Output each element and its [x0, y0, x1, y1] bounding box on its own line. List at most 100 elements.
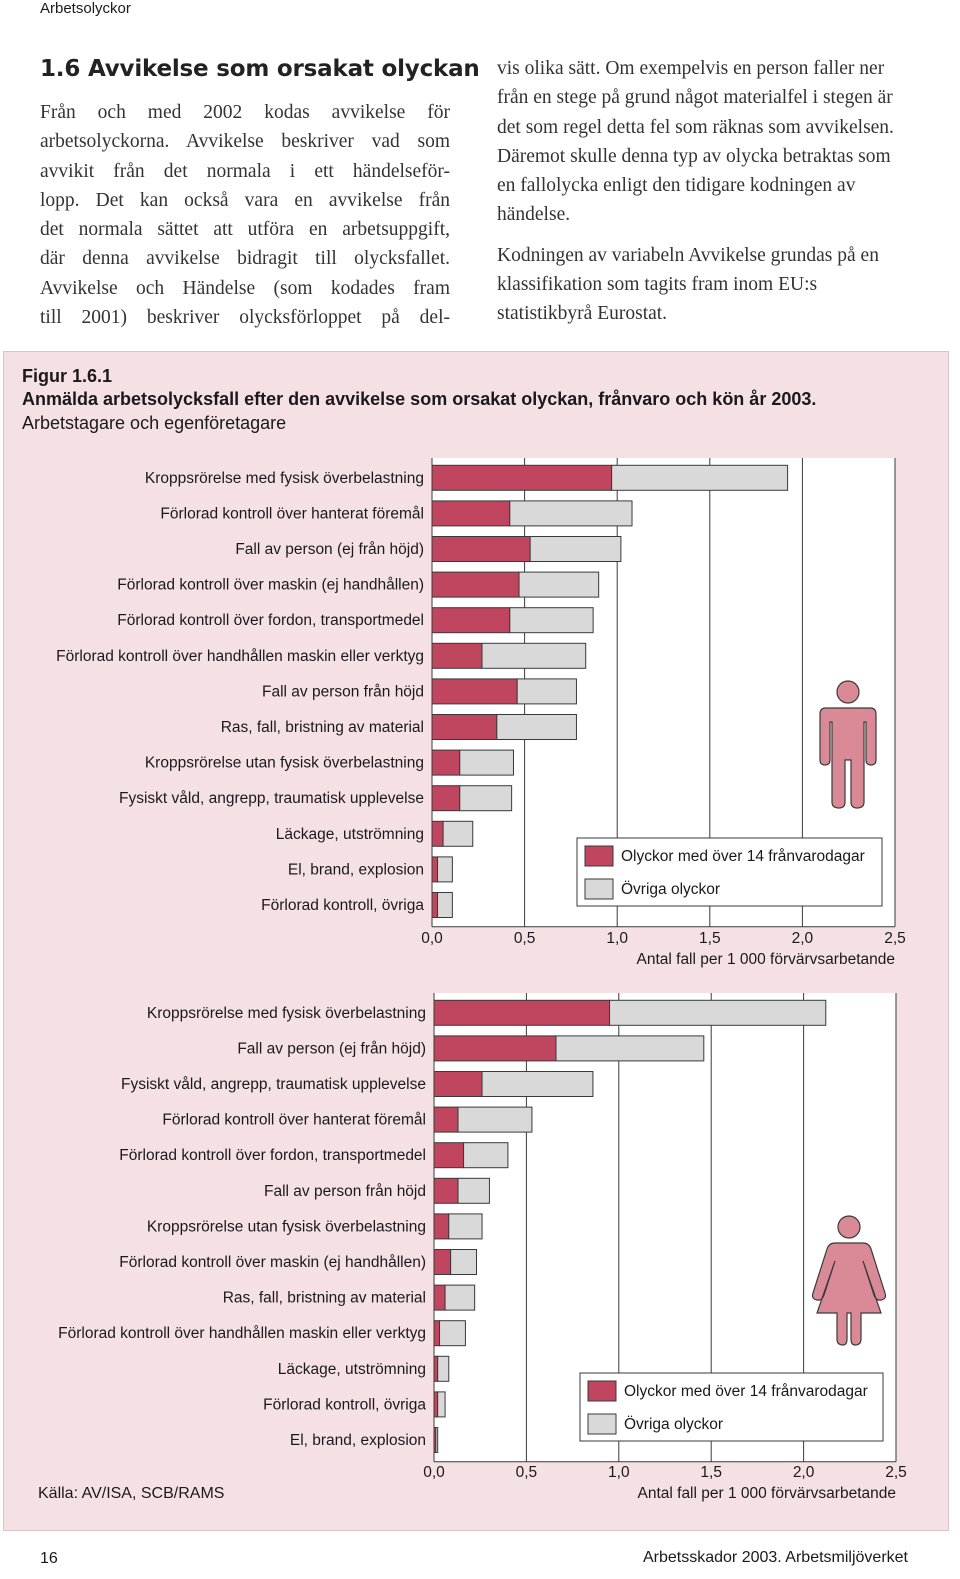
- figure-body: [819, 707, 877, 809]
- bar-other: [481, 642, 587, 669]
- text-line: det normala sättet att utföra en arbetsu…: [40, 219, 450, 241]
- figure-subtitle: Arbetstagare och egenföretagare: [22, 413, 287, 433]
- chart-2: Kroppsrörelse med fysisk överbelastning F…: [58, 993, 907, 1502]
- bar-other: [435, 1427, 439, 1453]
- bar-severe: [433, 1213, 450, 1240]
- bar-other: [448, 1213, 483, 1240]
- body-column-left: Från och med 2002 kodas avvikelse för arb…: [40, 98, 450, 332]
- section-title: 1.6 Avvikelse som orsakat olyckan: [40, 56, 480, 82]
- legend-label: Olyckor med över 14 frånvarodagar: [624, 1383, 868, 1400]
- legend-swatch-other: [587, 1413, 617, 1435]
- category-label: Förlorad kontroll, övriga: [261, 897, 424, 914]
- tick-label: 0,5: [514, 930, 536, 947]
- bar-other: [459, 785, 513, 812]
- category-label: Förlorad kontroll över hanterat föremål: [162, 1112, 426, 1129]
- text-line: Från och med 2002 kodas avvikelse för: [40, 102, 450, 123]
- text-line: Avvikelse och Händelse (som kodades fram: [40, 277, 450, 299]
- category-label: Kroppsrörelse med fysisk överbelastning: [147, 1005, 426, 1022]
- bar-severe: [431, 464, 613, 491]
- bar-other: [437, 1391, 446, 1418]
- bar-other: [457, 1106, 533, 1133]
- bar-other: [437, 892, 453, 918]
- tick-label: 1,0: [606, 930, 628, 947]
- bar-severe: [431, 892, 439, 918]
- category-label: Fall av person från höjd: [264, 1183, 426, 1200]
- tick-label: 1,0: [608, 1464, 630, 1481]
- category-label: Förlorad kontroll, övriga: [263, 1396, 426, 1413]
- bar-severe: [431, 642, 483, 669]
- body-column-right: vis olika sätt. Om exempelvis en person …: [497, 54, 909, 329]
- bar-other: [450, 1249, 478, 1275]
- bar-other: [459, 749, 514, 776]
- category-label: Fall av person (ej från höjd): [237, 1040, 426, 1057]
- category-label: Ras, fall, bristning av material: [223, 1290, 426, 1307]
- bar-severe: [431, 500, 511, 527]
- bar-other: [529, 536, 622, 562]
- bar-severe: [433, 1142, 465, 1169]
- category-label: Förlorad kontroll över maskin (ej handhå…: [117, 577, 424, 594]
- bar-severe: [431, 607, 511, 634]
- bar-severe: [433, 1391, 439, 1418]
- bar-severe: [431, 749, 461, 776]
- tick-label: 0,5: [516, 1464, 538, 1481]
- bar-severe: [433, 1249, 452, 1275]
- bar-other: [496, 714, 577, 740]
- category-label: Läckage, utströmning: [278, 1361, 426, 1378]
- bar-other: [437, 856, 453, 883]
- figure-body: [811, 1242, 887, 1346]
- bar-other: [518, 571, 600, 598]
- bar-other: [509, 607, 594, 634]
- bar-severe: [431, 536, 531, 562]
- publication-footer: Arbetsskador 2003. Arbetsmiljöverket: [642, 1549, 908, 1566]
- bar-other: [444, 1284, 476, 1311]
- bar-severe: [433, 999, 611, 1026]
- tick-label: 2,0: [792, 930, 814, 947]
- category-label: Förlorad kontroll över fordon, transport…: [119, 1147, 426, 1164]
- category-label: Kroppsrörelse utan fysisk överbelastning: [145, 755, 424, 772]
- male-figure-icon: [819, 680, 877, 809]
- bar-other: [509, 500, 633, 527]
- x-axis-label: Antal fall per 1 000 förvärvsarbetande: [638, 1485, 897, 1502]
- legend-label: Olyckor med över 14 frånvarodagar: [621, 848, 865, 865]
- legend-box: [576, 837, 883, 907]
- figure-title: Anmälda arbetsolycksfall efter den avvik…: [22, 389, 817, 409]
- figure-label: Figur 1.6.1: [22, 366, 113, 386]
- text-line: till 2001) beskriver olycksförloppet på …: [40, 307, 450, 329]
- category-label: Förlorad kontroll över handhållen maskin…: [56, 648, 424, 665]
- legend-swatch-severe: [587, 1380, 617, 1402]
- figure-source: Källa: AV/ISA, SCB/RAMS: [38, 1485, 225, 1502]
- bar-severe: [431, 820, 444, 847]
- category-label: Läckage, utströmning: [276, 826, 424, 843]
- bar-severe: [433, 1320, 441, 1347]
- tick-label: 2,5: [885, 1464, 907, 1481]
- category-label: El, brand, explosion: [290, 1432, 426, 1449]
- x-axis-label: Antal fall per 1 000 förvärvsarbetande: [637, 951, 896, 968]
- running-header: Arbetsolyckor: [40, 0, 131, 17]
- legend-swatch-other: [584, 878, 614, 900]
- category-label: Fall av person (ej från höjd): [235, 541, 424, 558]
- bar-severe: [433, 1355, 439, 1382]
- bar-other: [609, 999, 827, 1026]
- tick-label: 1,5: [700, 1464, 722, 1481]
- paragraph: vis olika sätt. Om exempelvis en person …: [497, 58, 894, 226]
- bar-other: [457, 1177, 490, 1204]
- legend-swatch-severe: [584, 845, 614, 867]
- tick-label: 2,0: [793, 1464, 815, 1481]
- text-line: där denna avvikelse bidragit till olycks…: [40, 248, 450, 270]
- bar-other: [516, 678, 577, 705]
- category-label: Förlorad kontroll över fordon, transport…: [117, 612, 424, 629]
- tick-label: 0,0: [423, 1464, 445, 1481]
- legend-box: [579, 1372, 884, 1442]
- bar-other: [437, 1355, 450, 1382]
- legend: Olyckor med över 14 frånvarodagar Övriga …: [579, 1372, 884, 1442]
- tick-label: 1,5: [699, 930, 721, 947]
- bar-severe: [431, 714, 498, 740]
- legend-label: Övriga olyckor: [624, 1415, 723, 1433]
- figure-head: [836, 680, 860, 704]
- bar-severe: [433, 1071, 483, 1097]
- text-line: lopp. Det kan också vara en avvikelse fr…: [40, 189, 450, 211]
- category-label: Förlorad kontroll över handhållen maskin…: [58, 1325, 426, 1342]
- category-label: Kroppsrörelse utan fysisk överbelastning: [147, 1218, 426, 1235]
- bar-severe: [431, 785, 461, 812]
